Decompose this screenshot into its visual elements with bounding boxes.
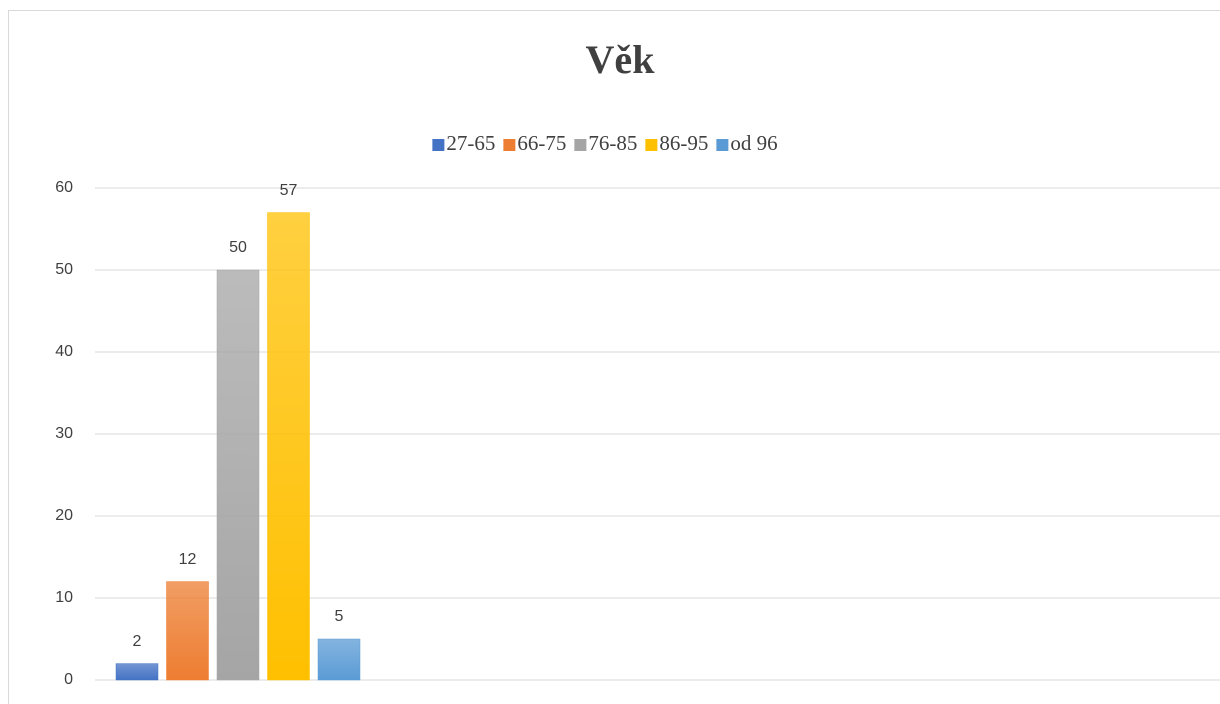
- chart-title: Věk: [586, 37, 656, 82]
- legend-label: 66-75: [517, 131, 566, 155]
- y-tick-label: 20: [55, 507, 73, 524]
- legend-swatch: [645, 139, 658, 151]
- data-label: 50: [229, 239, 247, 256]
- data-label: 2: [133, 633, 142, 650]
- legend-swatch: [503, 139, 516, 151]
- y-tick-label: 30: [55, 425, 73, 442]
- bar: [216, 269, 260, 681]
- bar: [115, 663, 159, 681]
- data-label: 12: [179, 551, 197, 568]
- bar: [267, 212, 310, 681]
- legend-swatch: [716, 139, 729, 151]
- legend-label: 86-95: [659, 131, 708, 155]
- legend-swatch: [574, 139, 587, 151]
- y-tick-label: 10: [55, 589, 73, 606]
- y-tick-label: 50: [55, 261, 73, 278]
- y-tick-label: 40: [55, 343, 73, 360]
- bar: [317, 638, 361, 681]
- bar: [166, 581, 209, 681]
- legend-label: od 96: [730, 131, 777, 155]
- legend-label: 76-85: [588, 131, 637, 155]
- legend-label: 27-65: [446, 131, 495, 155]
- y-tick-label: 0: [64, 671, 73, 688]
- data-label: 5: [335, 608, 344, 625]
- legend-swatch: [432, 139, 445, 151]
- y-tick-label: 60: [55, 179, 73, 196]
- data-label: 57: [280, 182, 298, 199]
- chart-frame: [8, 10, 1220, 704]
